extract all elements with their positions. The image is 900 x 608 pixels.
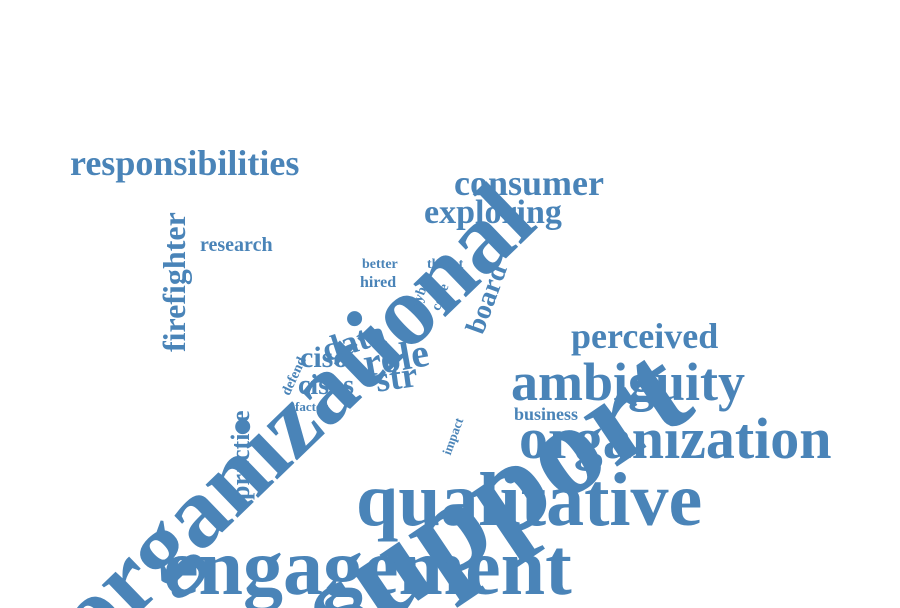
word-consumer: consumer: [454, 163, 604, 203]
word-organization: organization: [519, 406, 832, 471]
word-qualitative: qualitative: [356, 458, 703, 542]
word-responsibilities: responsibilities: [70, 143, 300, 183]
word-str: str: [372, 354, 420, 400]
word-cisos: cisos: [298, 370, 354, 401]
word-firefighter: firefighter: [156, 212, 192, 352]
word-exploring: exploring: [424, 194, 562, 231]
word-business: business: [514, 404, 579, 424]
word-perceived: perceived: [571, 316, 719, 356]
word-research: research: [200, 234, 273, 256]
word-factor: factor: [295, 399, 329, 414]
word-better: better: [362, 257, 398, 272]
word-hired: hired: [360, 274, 397, 291]
word-ciso: ciso: [300, 341, 349, 374]
word-engagement: engagement: [163, 524, 572, 608]
word-threat: threat: [427, 257, 464, 272]
word-ambiguity: ambiguity: [511, 352, 746, 412]
word-practice: practice: [226, 410, 255, 500]
